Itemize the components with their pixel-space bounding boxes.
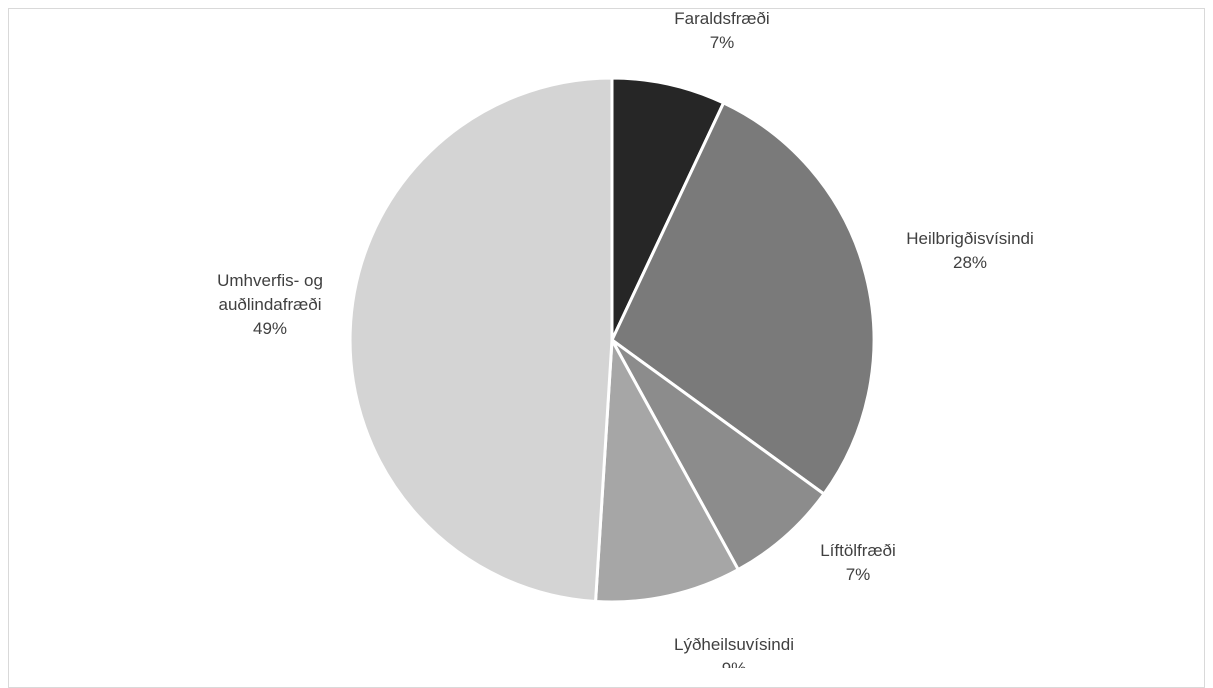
slice-label-2: Heilbrigðisvísindi 28% (906, 229, 1034, 272)
pie-slice-5 (348, 76, 614, 603)
slice-percent: 28% (953, 253, 987, 272)
slice-percent: 9% (722, 659, 747, 668)
pie-slice-4 (594, 338, 740, 604)
slice-percent: 7% (846, 565, 871, 584)
slice-label-4: Lýðheilsuvísindi 9% (674, 635, 794, 668)
slice-label-5: Umhverfis- og auðlindafræði 49% (217, 271, 323, 338)
pie-slice-2 (610, 101, 876, 496)
pie-slice-1 (610, 76, 726, 342)
slice-name: Umhverfis- og (217, 271, 323, 290)
pie-slices (348, 76, 876, 604)
slice-name: auðlindafræði (218, 295, 321, 314)
slice-label-1: Faraldsfræði 7% (674, 9, 769, 52)
slice-name: Lýðheilsuvísindi (674, 635, 794, 654)
slice-percent: 7% (710, 33, 735, 52)
pie-slice-3 (610, 338, 826, 572)
slice-name: Heilbrigðisvísindi (906, 229, 1034, 248)
slice-percent: 49% (253, 319, 287, 338)
pie-labels: Faraldsfræði 7% Heilbrigðisvísindi 28% Líftö… (217, 9, 1034, 668)
pie-chart: Faraldsfræði 7% Heilbrigðisvísindi 28% Líftö… (217, 9, 1034, 668)
slice-label-3: Líftölfræði 7% (820, 541, 896, 584)
slice-name: Líftölfræði (820, 541, 896, 560)
slice-name: Faraldsfræði (674, 9, 769, 28)
